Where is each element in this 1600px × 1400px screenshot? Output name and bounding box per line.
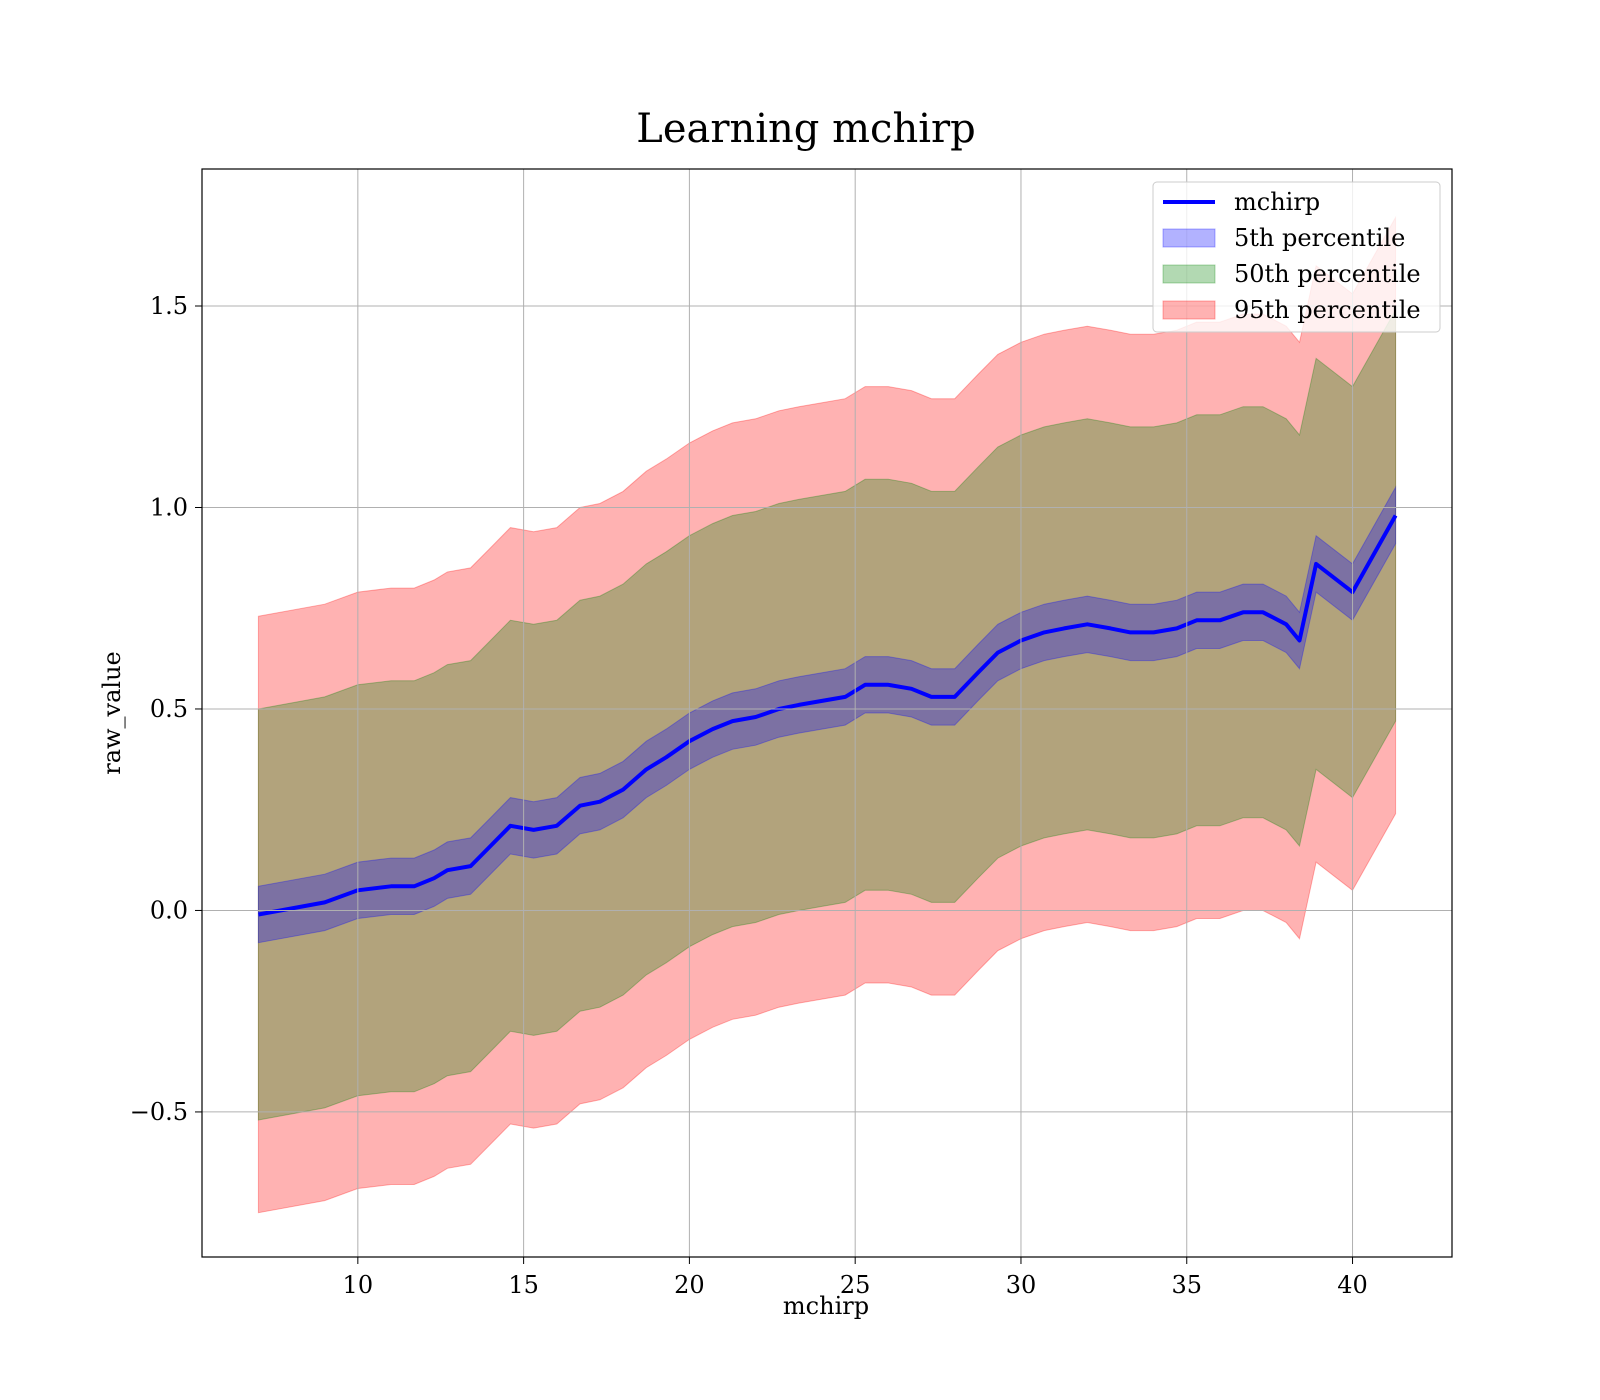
chart-title: Learning mchirp	[636, 106, 975, 152]
plot-area	[257, 215, 1398, 1214]
legend-label-95th-percentile: 95th percentile	[1234, 296, 1421, 324]
series-line-mchirp	[258, 514, 1398, 917]
band-50th-percentile	[257, 308, 1397, 1121]
y-tick-label: 0.0	[150, 896, 188, 924]
legend-swatch-5th-percentile	[1162, 228, 1216, 248]
legend-frame	[1152, 181, 1441, 333]
axes-frame	[201, 168, 1453, 1258]
x-tick-label: 20	[674, 1271, 705, 1299]
legend-swatch-50th-percentile	[1162, 264, 1216, 284]
x-tick-label: 10	[343, 1271, 374, 1299]
legend: mchirp 5th percentile 50th percentile 95…	[1152, 181, 1441, 333]
x-axis-label: mchirp	[783, 1292, 869, 1320]
y-tick-label: 0.5	[150, 695, 188, 723]
y-tick-label: 1.0	[150, 493, 188, 521]
x-tick-label: 40	[1337, 1271, 1368, 1299]
y-axis-label: raw_value	[98, 651, 126, 775]
band-95th-percentile	[257, 215, 1397, 1214]
x-tick-label: 25	[840, 1271, 871, 1299]
x-tick-label: 30	[1006, 1271, 1037, 1299]
legend-swatch-95th-percentile	[1162, 300, 1216, 320]
x-tick-label: 15	[508, 1271, 539, 1299]
legend-label-mchirp: mchirp	[1234, 188, 1320, 216]
x-tick-label: 35	[1171, 1271, 1202, 1299]
legend-label-50th-percentile: 50th percentile	[1234, 260, 1421, 288]
y-tick-label: 1.5	[150, 292, 188, 320]
legend-label-5th-percentile: 5th percentile	[1234, 224, 1405, 252]
y-tick-label: −0.5	[130, 1098, 188, 1126]
axis-ticks: 10 15 20 25 30 35 40 −0.5 0.0 0.5 1.0 1.5	[130, 292, 1368, 1299]
